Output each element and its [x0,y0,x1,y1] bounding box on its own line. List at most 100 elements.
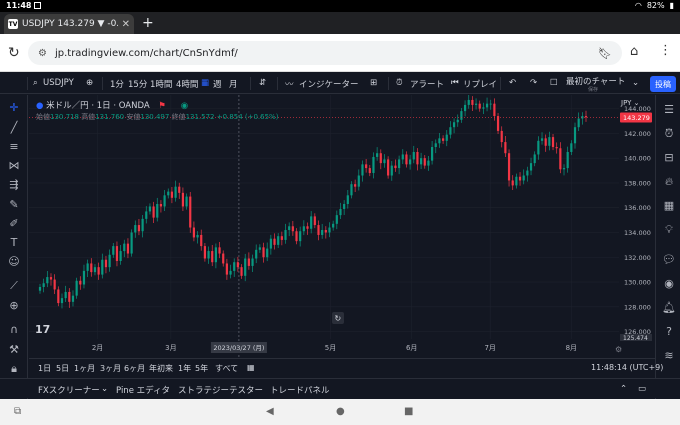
candle[interactable] [170,187,174,204]
candle[interactable] [555,142,558,154]
candle[interactable] [562,164,566,176]
candle[interactable] [518,172,522,186]
interval-15m[interactable]: 15分 [128,80,148,90]
candle[interactable] [115,241,119,267]
interval-1h[interactable]: 1時間 [150,80,173,90]
candle[interactable] [438,133,441,148]
candle[interactable] [152,201,155,223]
candle[interactable] [60,293,64,309]
candle[interactable] [365,159,368,173]
alerts-panel-icon[interactable]: ⏰︎ [664,127,674,140]
candle[interactable] [566,146,569,173]
panel-collapse-icon[interactable]: ⌃ [620,384,628,394]
candle[interactable] [577,112,580,132]
candle[interactable] [112,243,115,258]
candle[interactable] [288,222,291,237]
candle[interactable] [420,152,423,169]
candle[interactable] [460,108,463,123]
panel-fx-screener-chevron-icon[interactable]: ⌄ [101,384,109,394]
candle[interactable] [68,288,71,308]
candle[interactable] [185,193,188,210]
alert-button[interactable]: アラート [410,80,445,90]
candle[interactable] [540,132,544,145]
range-6m[interactable]: 6ヶ月 [124,364,146,373]
pen-icon[interactable]: ✐ [9,217,19,230]
panel-fx-screener[interactable]: FXスクリーナー [38,386,100,396]
candle[interactable] [262,242,265,263]
candle[interactable] [387,156,390,179]
candle[interactable] [104,255,108,274]
candle[interactable] [291,220,294,236]
candle[interactable] [225,258,228,280]
candle[interactable] [251,254,254,272]
candle[interactable] [214,243,217,269]
candle[interactable] [229,264,232,279]
candle[interactable] [463,100,467,117]
emoji-icon[interactable]: ☺ [8,255,20,268]
candle[interactable] [504,135,507,158]
candle[interactable] [93,264,97,276]
candle[interactable] [496,112,500,135]
bookmark-icon[interactable]: 🔖︎ [598,46,612,60]
candle[interactable] [343,200,346,216]
candle[interactable] [189,191,192,233]
candle[interactable] [148,203,152,215]
candle[interactable] [126,238,130,259]
candle[interactable] [354,179,357,192]
candle[interactable] [478,100,481,112]
candle[interactable] [108,249,111,272]
candle[interactable] [452,118,456,134]
reload-icon[interactable]: ↻ [8,45,20,61]
candle[interactable] [551,134,555,151]
chats-icon[interactable]: 💬︎ [662,253,676,266]
candle[interactable] [409,154,412,170]
calendar-panel-icon[interactable]: ▦ [663,199,675,212]
candle[interactable] [159,200,163,213]
candles[interactable] [38,95,588,309]
candle[interactable] [416,148,419,171]
site-info-icon[interactable]: ⚙ [38,47,47,59]
candle[interactable] [434,139,437,154]
candle[interactable] [38,283,42,294]
candle[interactable] [255,244,258,264]
candle[interactable] [273,233,276,250]
candle[interactable] [570,140,573,156]
candle[interactable] [500,126,503,148]
candle[interactable] [130,229,133,257]
undo-icon[interactable]: ↶ [509,78,517,88]
magnet-icon[interactable]: ∩ [9,323,19,336]
candle[interactable] [526,166,529,182]
candle[interactable] [222,250,225,267]
candle[interactable] [507,149,511,187]
candle[interactable] [141,215,144,238]
candle[interactable] [511,175,514,190]
candle[interactable] [346,189,349,209]
candle[interactable] [423,155,426,169]
data-window-icon[interactable]: ⊟ [664,151,674,164]
candle[interactable] [335,210,338,230]
interval-4h[interactable]: 4時間 [176,80,199,90]
candle[interactable] [482,102,485,114]
candle[interactable] [449,121,452,139]
candle[interactable] [401,149,404,164]
candle[interactable] [529,157,533,176]
flag-icon[interactable]: ⚑ [158,101,166,111]
candle[interactable] [218,242,221,259]
back-icon[interactable]: ◀ [266,406,274,417]
candle[interactable] [233,258,236,277]
candle[interactable] [394,159,397,172]
redo-icon[interactable]: ↷ [530,78,538,88]
candle[interactable] [302,220,305,236]
candle[interactable] [515,173,518,189]
help-icon[interactable]: ? [666,325,672,338]
range-5y[interactable]: 5年 [195,364,209,373]
candle[interactable] [244,253,247,282]
range-1d[interactable]: 1日 [38,364,52,373]
candle[interactable] [174,180,177,202]
compare-add-icon[interactable]: ⊕ [86,78,94,88]
ruler-icon[interactable]: ⟋ [10,279,18,292]
candle[interactable] [522,169,525,185]
candle[interactable] [200,229,203,251]
lock-drawings-icon[interactable]: ⚒ [9,343,19,356]
candle[interactable] [101,253,104,279]
